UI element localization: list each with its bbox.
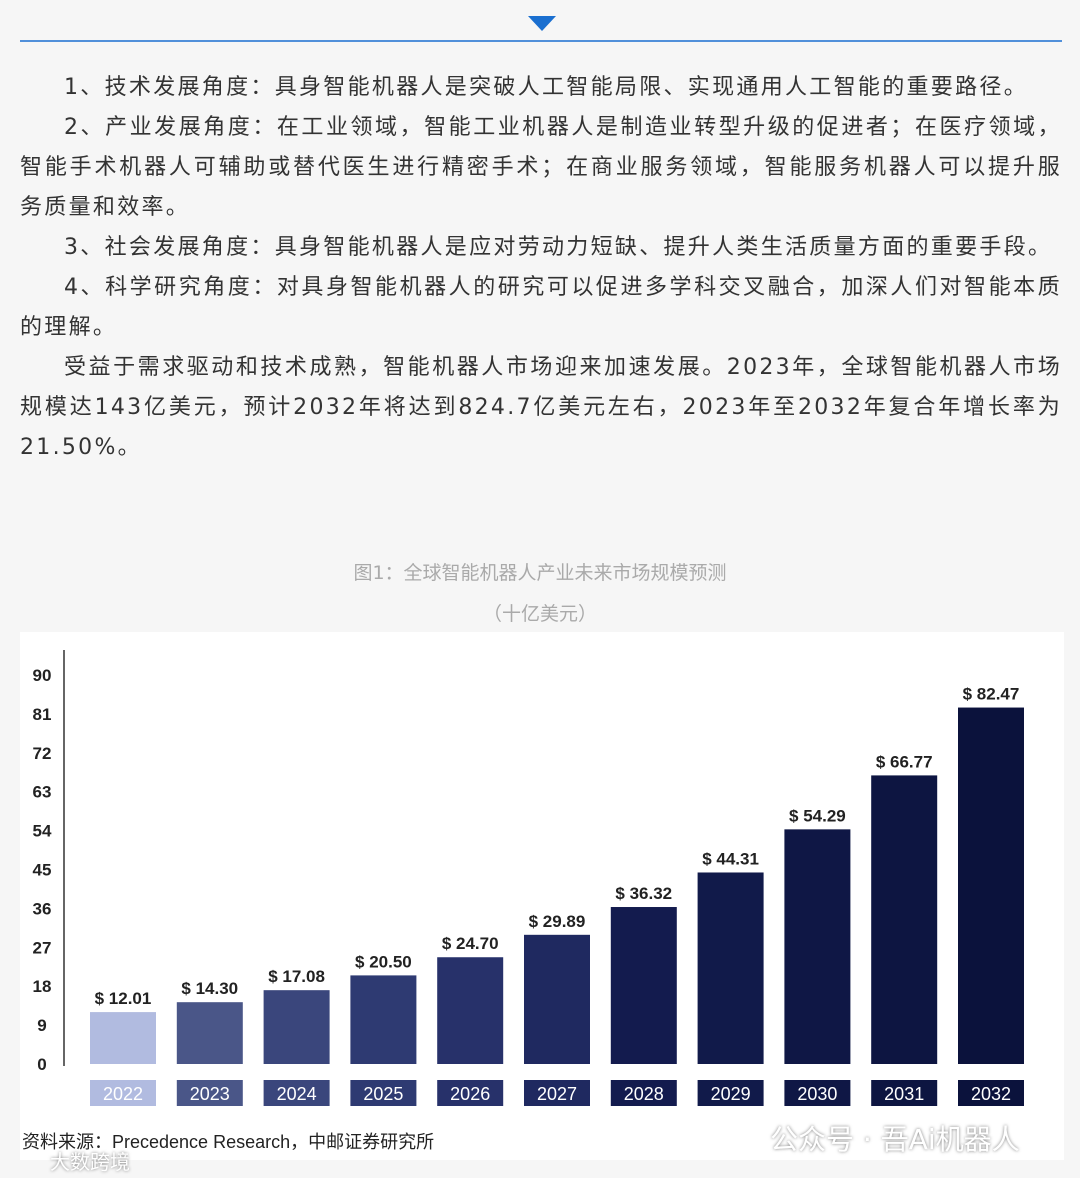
bar <box>350 975 417 1064</box>
paragraph: 2、产业发展角度：在工业领域，智能工业机器人是制造业转型升级的促进者；在医疗领域… <box>20 115 1062 220</box>
x-tick-label: 2028 <box>624 1084 664 1104</box>
value-label: $ 12.01 <box>95 989 152 1008</box>
bar <box>871 775 938 1064</box>
category-box <box>176 1080 243 1106</box>
category-box <box>784 1080 851 1106</box>
x-tick-label: 2030 <box>797 1084 837 1104</box>
bar <box>90 1012 156 1064</box>
category-box <box>90 1080 156 1106</box>
y-tick-label: 45 <box>33 861 52 880</box>
y-tick-label: 0 <box>37 1055 46 1074</box>
y-tick-label: 63 <box>33 783 52 802</box>
y-tick-label: 54 <box>33 822 52 841</box>
chart-subtitle: （十亿美元） <box>482 603 597 625</box>
x-tick-label: 2024 <box>277 1084 317 1104</box>
x-tick-label: 2029 <box>711 1084 751 1104</box>
value-label: $ 20.50 <box>355 952 412 971</box>
value-label: $ 54.29 <box>789 806 846 825</box>
value-label: $ 66.77 <box>876 752 933 771</box>
x-tick-label: 2025 <box>363 1084 403 1104</box>
bar <box>697 872 764 1064</box>
bar <box>784 829 851 1064</box>
bar <box>176 1002 243 1064</box>
paragraph: 1、技术发展角度：具身智能机器人是突破人工智能局限、实现通用人工智能的重要路径。 <box>64 75 1028 100</box>
y-tick-label: 27 <box>33 938 52 957</box>
paragraph: 3、社会发展角度：具身智能机器人是应对劳动力短缺、提升人类生活质量方面的重要手段… <box>64 235 1053 260</box>
category-box <box>958 1080 1024 1106</box>
y-tick-label: 81 <box>33 705 52 724</box>
value-label: $ 82.47 <box>963 685 1020 704</box>
x-tick-label: 2027 <box>537 1084 577 1104</box>
value-label: $ 17.08 <box>268 967 325 986</box>
y-tick-label: 90 <box>33 666 52 685</box>
value-label: $ 44.31 <box>702 849 759 868</box>
category-box <box>871 1080 938 1106</box>
x-tick-label: 2022 <box>103 1084 143 1104</box>
watermark: 大数跨境 <box>50 1150 130 1174</box>
value-label: $ 36.32 <box>615 884 672 903</box>
category-box <box>524 1080 590 1106</box>
category-box <box>610 1080 677 1106</box>
header-decoration <box>20 16 1062 42</box>
value-label: $ 24.70 <box>442 934 499 953</box>
watermark: 公众号 · 吾Ai机器人 <box>770 1123 1020 1156</box>
value-label: $ 29.89 <box>529 912 586 931</box>
x-tick-label: 2026 <box>450 1084 490 1104</box>
bar <box>263 990 330 1064</box>
paragraph: 受益于需求驱动和技术成熟，智能机器人市场迎来加速发展。2023年，全球智能机器人… <box>20 355 1062 460</box>
chart-title: 图1：全球智能机器人产业未来市场规模预测 <box>353 562 727 584</box>
triangle-marker <box>528 16 556 31</box>
value-label: $ 14.30 <box>181 979 238 998</box>
y-tick-label: 9 <box>37 1016 46 1035</box>
bar <box>437 957 504 1064</box>
body-text: 1、技术发展角度：具身智能机器人是突破人工智能局限、实现通用人工智能的重要路径。… <box>20 68 1062 468</box>
paragraph: 4、科学研究角度：对具身智能机器人的研究可以促进多学科交叉融合，加深人们对智能本… <box>20 275 1062 340</box>
category-box <box>437 1080 504 1106</box>
x-tick-label: 2023 <box>190 1084 230 1104</box>
source-note: 资料来源：Precedence Research，中邮证券研究所 <box>22 1132 434 1152</box>
y-tick-label: 18 <box>33 977 52 996</box>
category-box <box>263 1080 330 1106</box>
chart: 0 9 18 27 36 45 54 63 72 81 90 $ 12.01 2022 $ 14.30 20… <box>20 632 1064 1160</box>
category-box <box>697 1080 764 1106</box>
category-box <box>350 1080 417 1106</box>
bar <box>524 934 590 1064</box>
x-tick-label: 2031 <box>884 1084 924 1104</box>
y-tick-label: 36 <box>33 899 52 918</box>
bar <box>958 707 1024 1064</box>
y-tick-label: 72 <box>33 744 52 763</box>
bar <box>610 907 677 1064</box>
x-tick-label: 2032 <box>971 1084 1011 1104</box>
